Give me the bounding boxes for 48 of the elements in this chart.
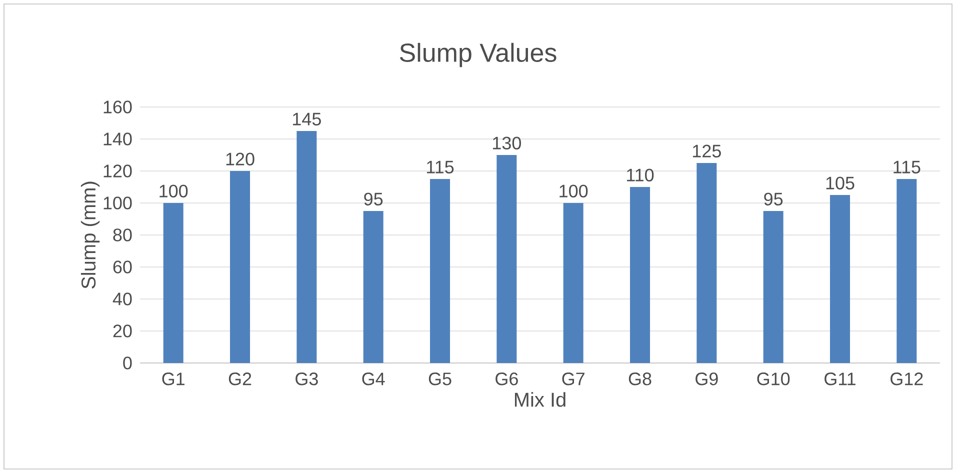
bar <box>896 178 917 363</box>
x-tick-label: G6 <box>496 372 518 386</box>
chart-title: Slump Values <box>400 42 556 68</box>
data-label: 120 <box>226 152 254 166</box>
y-axis-title: Slump (mm) <box>80 182 100 289</box>
data-label: 110 <box>627 168 654 182</box>
x-tick-label: G1 <box>162 372 184 386</box>
x-tick-label: G2 <box>228 372 252 386</box>
data-label: 115 <box>427 160 454 174</box>
x-tick-label: G4 <box>362 372 385 386</box>
data-label: 95 <box>364 192 383 206</box>
y-tick-label: 60 <box>113 260 132 274</box>
data-label: 125 <box>693 144 721 158</box>
bar <box>430 178 450 363</box>
x-tick-label: G7 <box>562 372 584 386</box>
bar <box>696 162 717 363</box>
y-tick-label: 0 <box>123 356 132 370</box>
y-tick-label: 160 <box>104 100 132 114</box>
x-axis-title: Mix Id <box>514 392 566 407</box>
data-label: 105 <box>826 176 854 190</box>
x-tick-label: G5 <box>428 372 452 386</box>
bar <box>163 202 184 363</box>
y-tick-label: 140 <box>104 132 132 146</box>
x-tick-label: G10 <box>757 372 790 386</box>
y-tick-label: 80 <box>113 228 132 242</box>
bar <box>363 210 384 363</box>
bar <box>763 210 784 363</box>
x-tick-label: G8 <box>628 372 652 386</box>
data-label: 115 <box>894 160 920 174</box>
bar <box>563 202 584 363</box>
x-tick-label: G11 <box>824 372 856 386</box>
data-label: 100 <box>160 184 188 198</box>
x-tick-label: G12 <box>890 372 923 386</box>
bar <box>296 130 317 363</box>
data-label: 130 <box>493 136 521 150</box>
y-tick-label: 20 <box>113 324 132 338</box>
bar <box>830 194 850 363</box>
bar <box>496 154 517 363</box>
x-tick-label: G9 <box>696 372 718 386</box>
bar <box>630 186 650 363</box>
x-tick-label: G3 <box>296 372 318 386</box>
y-tick-label: 120 <box>104 164 132 178</box>
data-label: 145 <box>293 112 321 126</box>
data-label: 100 <box>560 184 588 198</box>
bar <box>230 170 250 363</box>
y-tick-label: 100 <box>104 196 132 210</box>
y-tick-label: 40 <box>112 292 132 306</box>
data-label: 95 <box>764 192 783 206</box>
